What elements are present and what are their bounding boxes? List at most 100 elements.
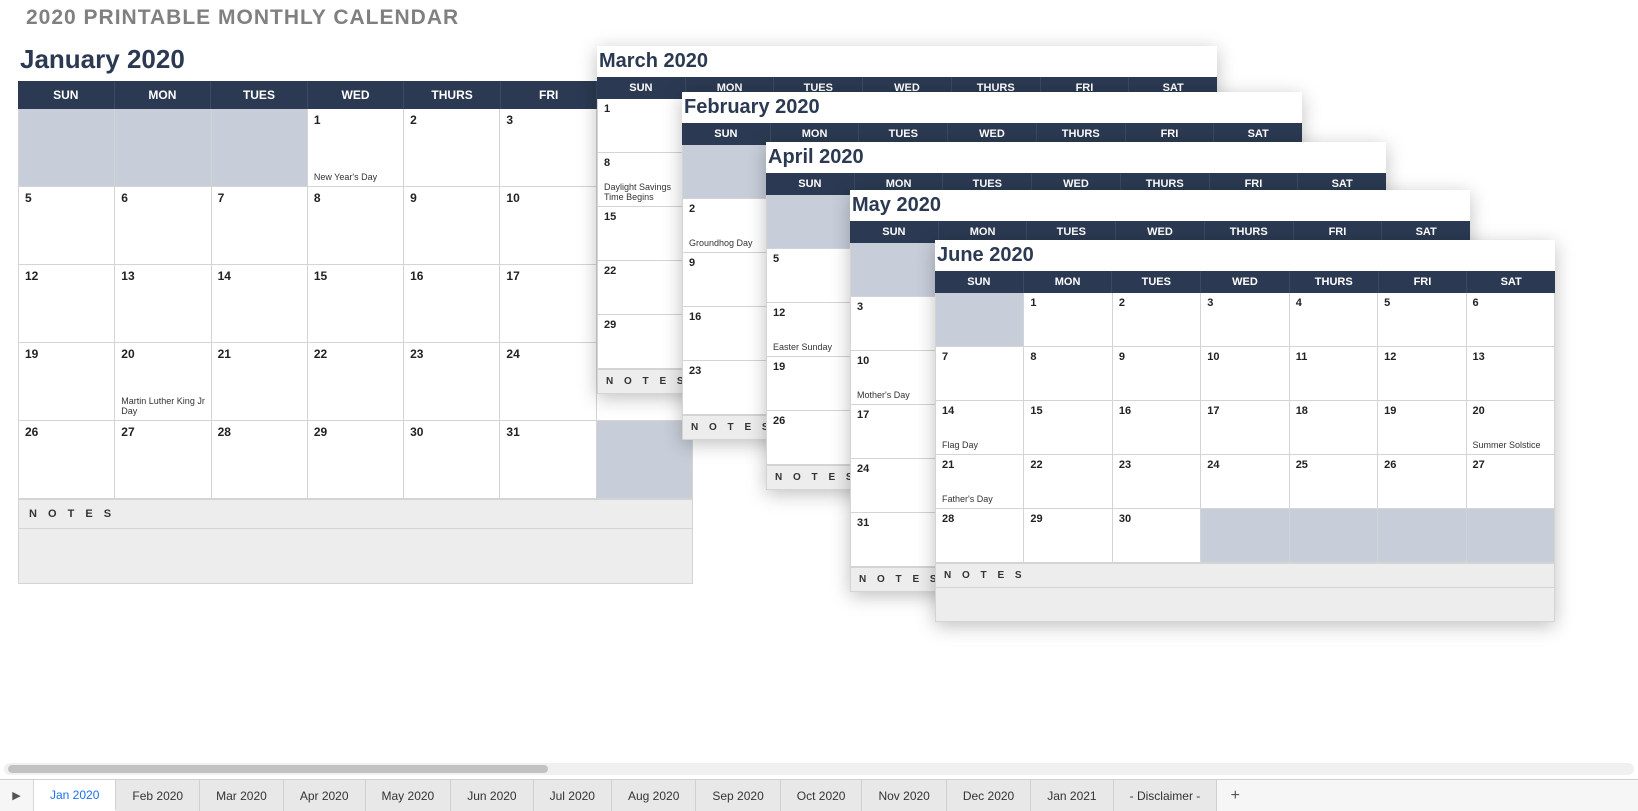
calendar-cell[interactable]: 3 [850,297,938,351]
calendar-cell[interactable]: 5 [18,187,115,265]
calendar-cell[interactable]: 27 [115,421,211,499]
sheet-tab[interactable]: Dec 2020 [947,780,1031,811]
calendar-cell[interactable]: 22 [1024,455,1112,509]
calendar-cell[interactable]: 22 [597,261,685,315]
calendar-cell[interactable]: 10 [1201,347,1289,401]
calendar-cell[interactable]: 13 [1467,347,1555,401]
calendar-cell[interactable]: 1 [1024,293,1112,347]
calendar-cell[interactable]: 6 [115,187,211,265]
calendar-cell[interactable]: 25 [1290,455,1378,509]
calendar-cell[interactable] [935,293,1024,347]
calendar-cell[interactable]: 22 [308,343,404,421]
calendar-cell[interactable]: 28 [212,421,308,499]
calendar-cell[interactable]: 23 [682,361,770,415]
calendar-cell[interactable]: 29 [597,315,685,369]
calendar-cell[interactable] [1201,509,1289,563]
calendar-cell[interactable]: 16 [404,265,500,343]
calendar-cell[interactable]: 3 [500,109,596,187]
calendar-cell[interactable]: 1 [597,99,685,153]
notes-area[interactable] [18,529,693,584]
calendar-cell[interactable]: 8 [1024,347,1112,401]
calendar-cell[interactable]: 18 [1290,401,1378,455]
calendar-cell[interactable]: 8 [308,187,404,265]
sheet-tab[interactable]: Mar 2020 [200,780,284,811]
calendar-cell[interactable]: 24 [850,459,938,513]
calendar-cell[interactable]: 28 [935,509,1024,563]
sheet-tab[interactable]: Nov 2020 [862,780,946,811]
notes-area[interactable] [935,588,1555,622]
calendar-cell[interactable]: 17 [850,405,938,459]
calendar-cell[interactable]: 12 [1378,347,1466,401]
calendar-cell[interactable]: 7 [212,187,308,265]
calendar-cell[interactable] [597,421,693,499]
calendar-cell[interactable]: 29 [1024,509,1112,563]
calendar-cell[interactable]: 15 [308,265,404,343]
calendar-cell[interactable]: 5 [1378,293,1466,347]
calendar-cell[interactable]: 20Martin Luther King Jr Day [115,343,211,421]
calendar-cell[interactable]: 16 [682,307,770,361]
horizontal-scrollbar[interactable] [4,763,1634,775]
calendar-cell[interactable] [682,145,770,199]
calendar-cell[interactable]: 12 [18,265,115,343]
calendar-cell[interactable]: 3 [1201,293,1289,347]
calendar-cell[interactable]: 21 [212,343,308,421]
calendar-cell[interactable]: 2Groundhog Day [682,199,770,253]
calendar-cell[interactable]: 31 [850,513,938,567]
calendar-cell[interactable]: 24 [500,343,596,421]
calendar-cell[interactable]: 16 [1113,401,1201,455]
calendar-cell[interactable]: 10Mother's Day [850,351,938,405]
calendar-cell[interactable]: 17 [1201,401,1289,455]
scrollbar-thumb[interactable] [8,765,548,773]
calendar-cell[interactable]: 2 [404,109,500,187]
sheet-tab[interactable]: Jan 2020 [34,780,116,811]
calendar-cell[interactable]: 10 [500,187,596,265]
calendar-cell[interactable] [1290,509,1378,563]
calendar-cell[interactable]: 19 [766,357,854,411]
calendar-cell[interactable] [115,109,211,187]
calendar-cell[interactable] [1378,509,1466,563]
calendar-cell[interactable] [850,243,938,297]
calendar-cell[interactable]: 29 [308,421,404,499]
calendar-cell[interactable]: 26 [18,421,115,499]
sheet-tab[interactable]: May 2020 [366,780,452,811]
calendar-cell[interactable]: 14Flag Day [935,401,1024,455]
calendar-cell[interactable]: 9 [1113,347,1201,401]
calendar-cell[interactable]: 23 [1113,455,1201,509]
sheet-tab[interactable]: Jul 2020 [534,780,612,811]
sheet-tab[interactable]: Apr 2020 [284,780,366,811]
sheet-tab[interactable]: Sep 2020 [696,780,780,811]
calendar-cell[interactable]: 19 [1378,401,1466,455]
calendar-cell[interactable]: 19 [18,343,115,421]
calendar-cell[interactable]: 6 [1467,293,1555,347]
calendar-cell[interactable]: 26 [766,411,854,465]
calendar-cell[interactable]: 4 [1290,293,1378,347]
add-sheet-button[interactable]: + [1217,780,1253,811]
calendar-cell[interactable]: 7 [935,347,1024,401]
calendar-cell[interactable]: 14 [212,265,308,343]
calendar-cell[interactable]: 9 [682,253,770,307]
calendar-cell[interactable]: 20Summer Solstice [1467,401,1555,455]
calendar-cell[interactable] [212,109,308,187]
calendar-cell[interactable]: 9 [404,187,500,265]
sheet-tab[interactable]: Oct 2020 [781,780,863,811]
calendar-cell[interactable]: 23 [404,343,500,421]
calendar-cell[interactable]: 31 [500,421,596,499]
calendar-cell[interactable]: 21Father's Day [935,455,1024,509]
calendar-cell[interactable]: 13 [115,265,211,343]
sheet-tab[interactable]: - Disclaimer - [1114,780,1218,811]
sheet-tab[interactable]: Feb 2020 [116,780,200,811]
sheet-tab[interactable]: Aug 2020 [612,780,696,811]
calendar-cell[interactable]: 30 [1113,509,1201,563]
sheet-tab[interactable]: Jan 2021 [1031,780,1113,811]
calendar-cell[interactable] [1467,509,1555,563]
calendar-cell[interactable]: 2 [1113,293,1201,347]
calendar-cell[interactable]: 15 [597,207,685,261]
calendar-cell[interactable]: 15 [1024,401,1112,455]
calendar-cell[interactable]: 26 [1378,455,1466,509]
calendar-cell[interactable]: 17 [500,265,596,343]
calendar-cell[interactable] [18,109,115,187]
calendar-cell[interactable]: 27 [1467,455,1555,509]
calendar-cell[interactable]: 24 [1201,455,1289,509]
calendar-cell[interactable]: 1New Year's Day [308,109,404,187]
calendar-cell[interactable]: 5 [766,249,854,303]
